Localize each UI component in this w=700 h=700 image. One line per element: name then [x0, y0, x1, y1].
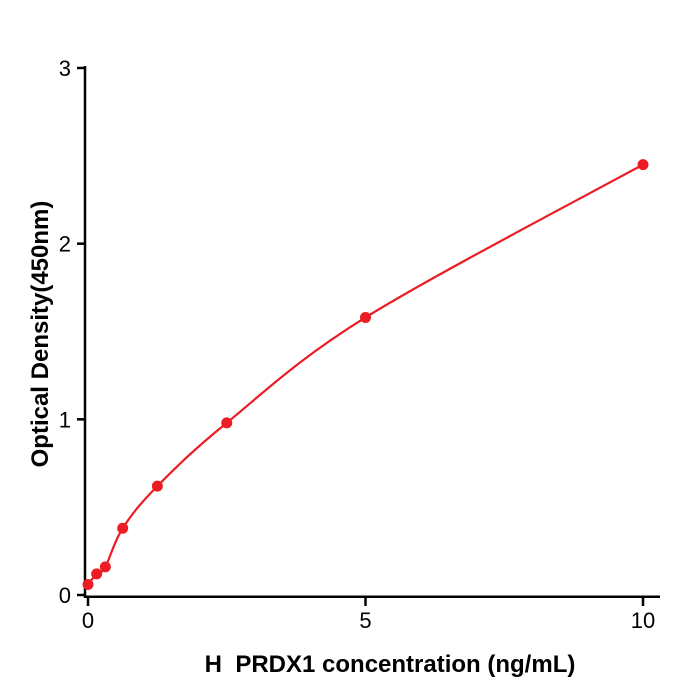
data-point-marker — [91, 568, 103, 580]
y-tick-label: 0 — [59, 583, 71, 608]
data-point-marker — [117, 522, 129, 534]
y-axis-label: Optical Density(450nm) — [27, 200, 54, 468]
x-axis-label: H PRDX1 concentration (ng/mL) — [204, 651, 576, 678]
y-tick-label: 3 — [59, 56, 71, 81]
data-point-marker — [221, 417, 233, 429]
x-tick-label: 0 — [82, 608, 94, 633]
x-tick-label: 5 — [359, 608, 371, 633]
data-point-marker — [360, 311, 371, 323]
data-point-marker — [151, 480, 163, 492]
data-point-marker — [82, 578, 94, 590]
y-tick-label: 1 — [59, 407, 71, 432]
x-tick-label: 10 — [631, 608, 655, 633]
data-point-marker — [637, 159, 649, 171]
y-tick-label: 2 — [59, 232, 71, 257]
data-point-marker — [99, 561, 111, 573]
standard-curve-line — [86, 163, 645, 586]
